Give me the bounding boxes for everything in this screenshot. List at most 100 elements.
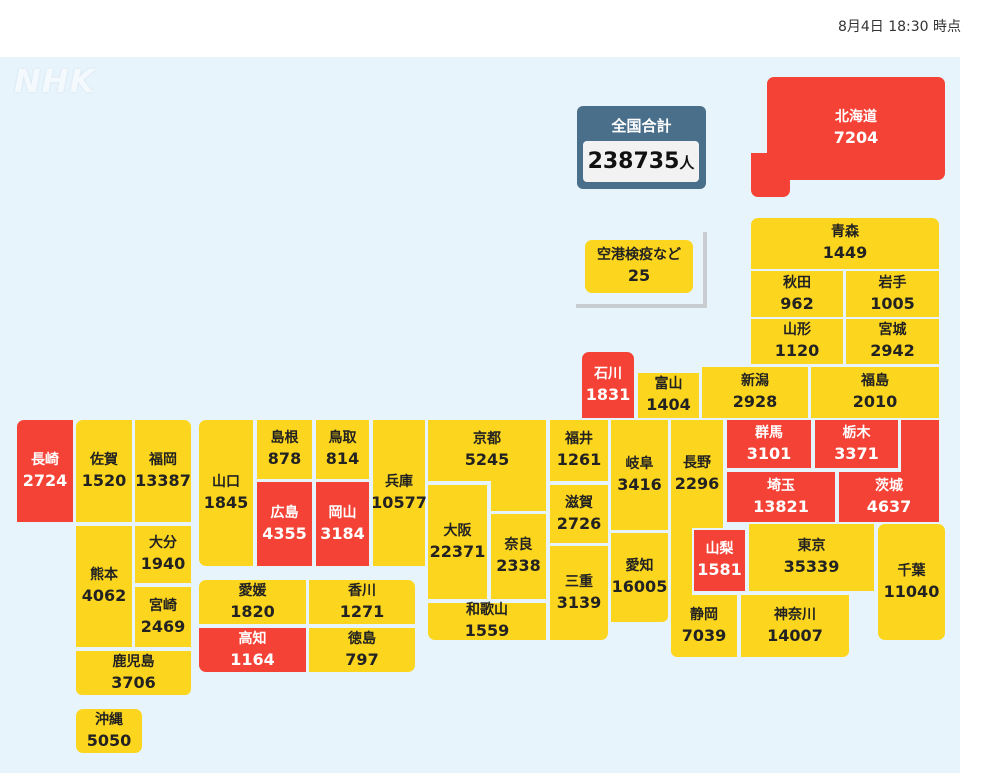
prefecture-count: 1820	[230, 601, 275, 621]
prefecture-oita[interactable]: 大分 1940	[135, 526, 191, 583]
prefecture-name: 和歌山	[466, 602, 508, 619]
prefecture-shiga[interactable]: 滋賀 2726	[550, 485, 608, 543]
prefecture-tottori[interactable]: 鳥取 814	[316, 420, 369, 479]
prefecture-name: 滋賀	[565, 494, 593, 511]
prefecture-aomori[interactable]: 青森 1449	[751, 218, 939, 269]
prefecture-name: 奈良	[504, 537, 533, 554]
prefecture-name: 福島	[861, 373, 889, 390]
prefecture-gifu[interactable]: 岐阜 3416	[611, 420, 668, 530]
prefecture-saga[interactable]: 佐賀 1520	[76, 420, 132, 522]
prefecture-hokkaido[interactable]: 北海道 7204	[767, 77, 945, 180]
prefecture-name: 福井	[565, 431, 593, 448]
prefecture-count: 2726	[556, 513, 602, 533]
prefecture-count: 962	[780, 293, 814, 313]
prefecture-gunma[interactable]: 群馬 3101	[727, 420, 811, 468]
prefecture-name: 長野	[683, 454, 711, 471]
prefecture-name: 沖縄	[95, 711, 123, 728]
prefecture-count: 878	[267, 449, 302, 469]
prefecture-count: 1449	[822, 243, 868, 263]
prefecture-count: 16005	[611, 577, 668, 597]
prefecture-ibaraki[interactable]: 茨城 4637	[839, 472, 939, 522]
prefecture-kanagawa[interactable]: 神奈川 14007	[741, 595, 849, 657]
prefecture-kyoto-shape[interactable]	[491, 481, 546, 511]
prefecture-kochi[interactable]: 高知 1164	[199, 628, 306, 672]
prefecture-nagano[interactable]: 長野 2296	[671, 420, 723, 528]
prefecture-count: 11040	[883, 581, 940, 601]
prefecture-nagasaki[interactable]: 長崎 2724	[17, 420, 73, 522]
total-value-field: 238735人	[583, 141, 699, 182]
prefecture-name: 鹿児島	[112, 653, 155, 670]
prefecture-nagano-shape[interactable]	[671, 528, 692, 600]
prefecture-count: 3416	[617, 474, 662, 494]
prefecture-name: 千葉	[897, 562, 926, 579]
prefecture-chiba[interactable]: 千葉 11040	[878, 524, 945, 640]
prefecture-nara[interactable]: 奈良 2338	[491, 514, 546, 599]
prefecture-count: 35339	[783, 557, 840, 577]
prefecture-name: 新潟	[741, 373, 769, 390]
prefecture-kumamoto[interactable]: 熊本 4062	[76, 526, 132, 647]
prefecture-wakayama[interactable]: 和歌山 1559	[428, 602, 546, 640]
prefecture-count: 2724	[22, 470, 68, 490]
prefecture-count: 1271	[339, 601, 385, 621]
prefecture-fukushima[interactable]: 福島 2010	[811, 367, 939, 418]
prefecture-akita[interactable]: 秋田 962	[751, 271, 843, 317]
prefecture-toyama[interactable]: 富山 1404	[638, 373, 699, 418]
prefecture-name: 北海道	[835, 109, 877, 126]
prefecture-niigata[interactable]: 新潟 2928	[702, 367, 808, 418]
prefecture-shimane[interactable]: 島根 878	[257, 420, 312, 479]
prefecture-name: 岩手	[878, 274, 907, 291]
prefecture-okinawa[interactable]: 沖縄 5050	[76, 709, 142, 753]
prefecture-hyogo[interactable]: 兵庫 10577	[371, 420, 427, 566]
prefecture-name: 京都	[473, 431, 501, 448]
prefecture-fukuoka[interactable]: 福岡 13387	[135, 420, 191, 522]
prefecture-shizuoka[interactable]: 静岡 7039	[671, 595, 737, 657]
prefecture-count: 7039	[681, 625, 727, 645]
prefecture-count: 1581	[697, 560, 742, 580]
prefecture-count: 1005	[870, 293, 915, 313]
prefecture-name: 鳥取	[328, 430, 357, 447]
prefecture-count: 1940	[140, 554, 186, 574]
prefecture-name: 神奈川	[774, 606, 816, 623]
prefecture-aichi[interactable]: 愛知 16005	[611, 533, 668, 622]
prefecture-kagoshima[interactable]: 鹿児島 3706	[76, 651, 191, 695]
prefecture-name: 岐阜	[625, 455, 654, 472]
prefecture-name: 群馬	[755, 424, 783, 441]
prefecture-count: 10577	[371, 492, 427, 512]
prefecture-count: 3101	[746, 443, 792, 463]
prefecture-okayama[interactable]: 岡山 3184	[316, 482, 369, 566]
prefecture-kagawa[interactable]: 香川 1271	[309, 580, 415, 624]
prefecture-name: 広島	[270, 504, 299, 521]
prefecture-tokushima[interactable]: 徳島 797	[309, 628, 415, 672]
prefecture-tochigi[interactable]: 栃木 3371	[815, 420, 898, 468]
prefecture-name: 埼玉	[767, 477, 795, 494]
prefecture-yamanashi[interactable]: 山梨 1581	[694, 530, 745, 591]
prefecture-name: 愛知	[625, 558, 654, 575]
prefecture-name: 佐賀	[90, 451, 118, 468]
prefecture-count: 1261	[556, 450, 602, 470]
prefecture-name: 兵庫	[385, 473, 413, 490]
prefecture-yamagata[interactable]: 山形 1120	[751, 319, 843, 364]
prefecture-miyazaki[interactable]: 宮崎 2469	[135, 587, 191, 647]
prefecture-saitama[interactable]: 埼玉 13821	[727, 472, 835, 522]
prefecture-mie[interactable]: 三重 3139	[550, 546, 608, 640]
prefecture-name: 山梨	[705, 541, 734, 558]
prefecture-ishikawa[interactable]: 石川 1831	[582, 352, 634, 418]
prefecture-ehime[interactable]: 愛媛 1820	[199, 580, 306, 624]
prefecture-kyoto[interactable]: 京都 5245	[428, 420, 546, 481]
prefecture-name: 茨城	[875, 477, 903, 494]
prefecture-miyagi[interactable]: 宮城 2942	[846, 319, 939, 364]
prefecture-name: 宮崎	[149, 597, 177, 614]
prefecture-ibaraki-shape[interactable]	[901, 420, 939, 472]
prefecture-hiroshima[interactable]: 広島 4355	[257, 482, 312, 566]
prefecture-iwate[interactable]: 岩手 1005	[846, 271, 939, 317]
total-label: 全国合計	[611, 117, 672, 135]
prefecture-name: 島根	[270, 430, 299, 447]
total-value: 238735	[587, 149, 680, 174]
prefecture-airport[interactable]: 空港検疫など 25	[585, 240, 693, 293]
prefecture-tokyo[interactable]: 東京 35339	[749, 524, 874, 591]
prefecture-count: 3371	[834, 443, 879, 463]
prefecture-count: 4637	[866, 496, 912, 516]
prefecture-yamaguchi[interactable]: 山口 1845	[199, 420, 253, 566]
prefecture-osaka[interactable]: 大阪 22371	[428, 485, 487, 599]
prefecture-fukui[interactable]: 福井 1261	[550, 420, 608, 481]
